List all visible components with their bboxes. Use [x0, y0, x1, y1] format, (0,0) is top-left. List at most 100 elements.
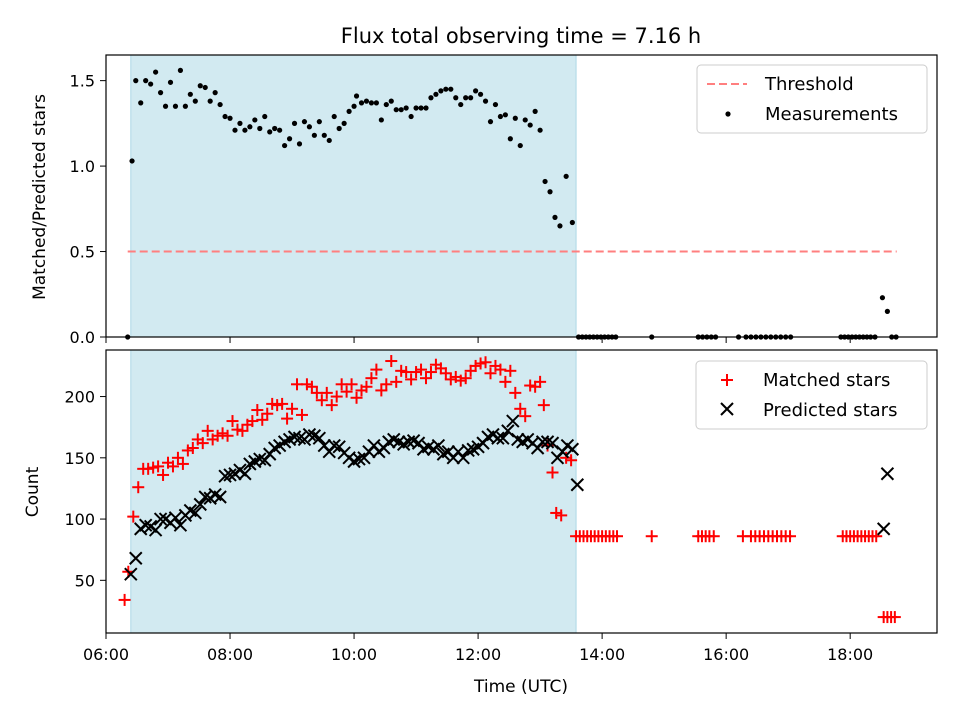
matched-star-point: [504, 364, 517, 377]
bottom-legend-box: [695, 360, 928, 430]
matched-star-point: [365, 372, 378, 385]
predicted-star-point: [188, 506, 203, 520]
legend-measurements-marker: [725, 111, 731, 117]
top-y-axis-label: Matched/Predicted stars: [30, 94, 50, 300]
predicted-star-point: [218, 469, 232, 483]
matched-star-point: [256, 413, 269, 426]
measurement-point: [326, 137, 332, 144]
predicted-star-point: [168, 511, 183, 525]
matched-star-point: [888, 611, 901, 624]
matched-star-point: [611, 530, 624, 543]
matched-star-point: [166, 460, 179, 473]
bottom-legend: Matched stars Predicted stars: [695, 360, 928, 430]
bottom-y-axis-label: Count: [23, 466, 43, 517]
measurement-point: [368, 100, 375, 106]
matched-star-point: [221, 429, 234, 442]
legend-predicted-label: Predicted stars: [763, 400, 897, 421]
measurement-point: [563, 173, 569, 179]
measurement-point: [153, 69, 159, 75]
predicted-star-point: [312, 431, 327, 445]
x-tick-label: 14:00: [579, 645, 625, 664]
measurement-point: [507, 136, 513, 142]
matched-star-point: [171, 451, 184, 464]
predicted-star-point: [173, 518, 188, 532]
top-panel: 0.0 0.5 1.0 1.5 Matched/Predicted stars Thr…: [30, 54, 938, 347]
matched-star-point: [315, 394, 328, 407]
measurement-point: [222, 113, 228, 120]
measurement-point: [296, 141, 303, 147]
measurement-point: [217, 101, 223, 108]
matched-star-point: [419, 372, 432, 385]
predicted-star-point: [287, 430, 302, 444]
matched-star-point: [286, 402, 299, 415]
predicted-star-point: [352, 452, 366, 466]
matched-star-point: [519, 410, 532, 423]
x-tick-label: 16:00: [703, 645, 749, 664]
legend-matched-marker: [721, 374, 733, 386]
predicted-star-point: [198, 490, 212, 504]
measurement-point: [336, 125, 342, 132]
matched-star-point: [196, 437, 209, 450]
matched-star-point: [479, 356, 492, 369]
matched-star-point: [132, 481, 145, 494]
predicted-star-point: [148, 523, 163, 537]
measurement-point: [542, 178, 548, 185]
measurement-point: [162, 103, 169, 109]
matched-star-point: [330, 390, 343, 403]
measurement-point: [291, 120, 298, 126]
measurement-point: [286, 136, 293, 142]
matched-star-point: [226, 415, 239, 428]
measurement-point: [148, 81, 154, 87]
measurement-point: [202, 84, 208, 91]
matched-star-point: [350, 391, 363, 404]
matched-star-point: [784, 530, 797, 543]
predicted-star-point: [138, 518, 153, 532]
x-tick-label: 08:00: [207, 645, 253, 664]
predicted-star-point: [491, 431, 505, 445]
matched-star-point: [176, 457, 189, 470]
measurement-point: [552, 214, 558, 220]
matched-star-point: [494, 363, 507, 376]
matched-star-point: [514, 402, 527, 415]
matched-star-point: [870, 530, 883, 543]
measurement-point: [383, 101, 389, 108]
measurement-point: [167, 79, 174, 85]
measurement-point: [884, 308, 890, 314]
measurement-point: [413, 105, 419, 111]
x-tick-label: 18:00: [827, 645, 873, 664]
measurement-point: [388, 98, 394, 104]
measurement-point: [311, 132, 317, 138]
matched-star-point: [565, 454, 578, 467]
measurement-point: [212, 90, 218, 96]
predicted-star-point: [540, 435, 555, 449]
measurement-point: [487, 119, 494, 125]
measurement-point: [527, 122, 533, 128]
bottom-y-tick-label: 50: [75, 571, 95, 590]
measurement-point: [306, 124, 313, 130]
measurement-point: [453, 95, 459, 101]
measurement-point: [502, 112, 508, 118]
measurement-point: [197, 83, 203, 89]
matched-star-point: [439, 367, 452, 380]
measurement-point: [232, 127, 238, 133]
matched-star-point: [261, 407, 274, 420]
matched-star-point: [246, 415, 259, 428]
measurement-point: [207, 98, 213, 104]
measurement-point: [423, 105, 429, 111]
predicted-star-point: [292, 431, 307, 445]
x-tick-label: 06:00: [83, 645, 129, 664]
legend-predicted-marker: [720, 402, 734, 416]
measurement-point: [433, 91, 439, 97]
predicted-star-point: [238, 467, 252, 481]
measurement-point: [438, 88, 444, 94]
bottom-y-tick-label: 100: [64, 510, 95, 529]
predicted-star-point: [506, 414, 520, 428]
measurement-point: [133, 78, 139, 84]
matched-star-point: [281, 412, 294, 425]
predicted-star-point: [129, 551, 143, 565]
x-axis-label: Time (UTC): [473, 677, 568, 697]
measurement-point: [192, 98, 198, 104]
top-y-tick-label: 1.5: [70, 72, 95, 91]
matched-star-point: [201, 424, 214, 437]
